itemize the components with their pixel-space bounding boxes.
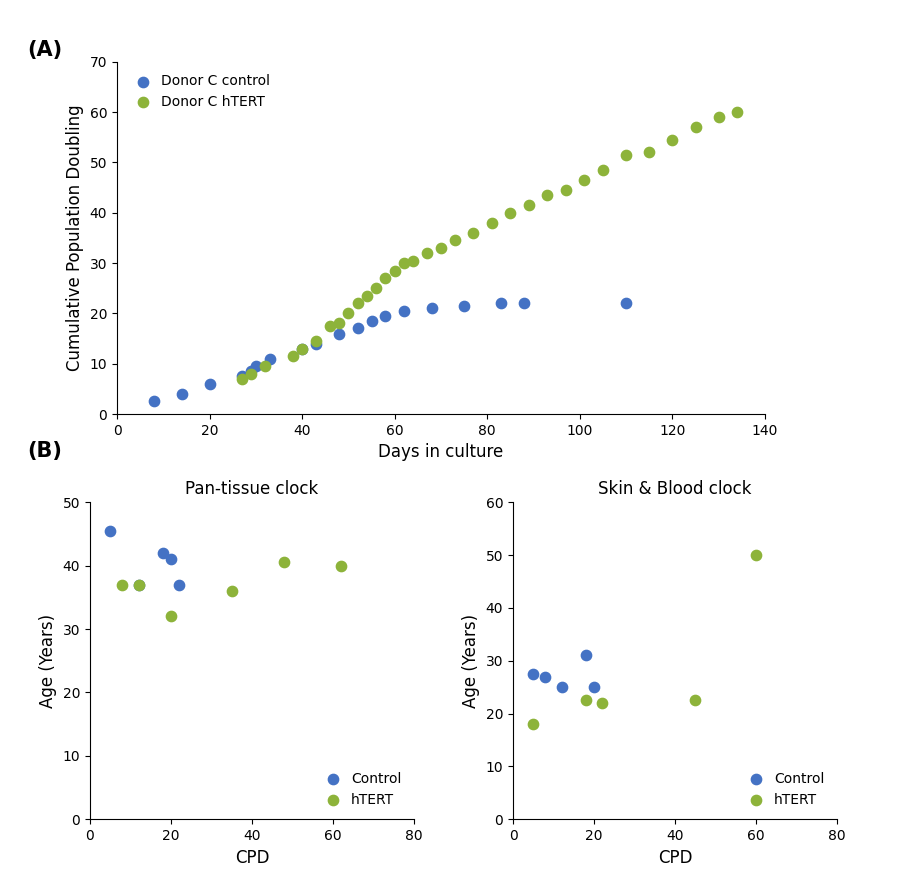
Donor C hTERT bbox=[397, 256, 411, 270]
hTERT bbox=[164, 610, 178, 624]
hTERT bbox=[115, 578, 130, 592]
Donor C hTERT bbox=[730, 105, 744, 119]
Donor C control bbox=[378, 309, 392, 323]
Donor C hTERT bbox=[712, 110, 726, 124]
Donor C control bbox=[248, 359, 263, 374]
X-axis label: CPD: CPD bbox=[235, 848, 269, 867]
Donor C hTERT bbox=[642, 145, 656, 159]
Donor C hTERT bbox=[258, 359, 273, 374]
Donor C hTERT bbox=[332, 316, 347, 330]
Donor C hTERT bbox=[309, 334, 323, 348]
Donor C hTERT bbox=[341, 307, 356, 321]
Donor C hTERT bbox=[295, 342, 310, 356]
Donor C control bbox=[425, 301, 439, 315]
hTERT bbox=[334, 559, 348, 573]
Donor C hTERT bbox=[360, 289, 374, 303]
Y-axis label: Age (Years): Age (Years) bbox=[39, 614, 57, 707]
hTERT bbox=[688, 693, 702, 707]
Donor C control bbox=[244, 364, 258, 378]
Text: (A): (A) bbox=[27, 40, 62, 60]
Donor C hTERT bbox=[522, 198, 536, 212]
Donor C hTERT bbox=[559, 183, 573, 197]
Donor C control bbox=[263, 352, 277, 366]
Control bbox=[164, 552, 178, 566]
Control bbox=[538, 670, 553, 684]
Donor C hTERT bbox=[596, 163, 610, 177]
hTERT bbox=[579, 693, 593, 707]
Text: (B): (B) bbox=[27, 440, 62, 461]
Control bbox=[554, 680, 569, 694]
Title: Pan-tissue clock: Pan-tissue clock bbox=[185, 480, 319, 498]
hTERT bbox=[225, 584, 239, 598]
Donor C hTERT bbox=[688, 120, 703, 134]
Title: Skin & Blood clock: Skin & Blood clock bbox=[598, 480, 752, 498]
Legend: Control, hTERT: Control, hTERT bbox=[736, 766, 830, 812]
Donor C hTERT bbox=[244, 366, 258, 381]
Control bbox=[579, 648, 593, 663]
Donor C hTERT bbox=[350, 296, 365, 310]
Donor C hTERT bbox=[285, 349, 300, 363]
Legend: Donor C control, Donor C hTERT: Donor C control, Donor C hTERT bbox=[124, 69, 276, 115]
Donor C hTERT bbox=[323, 319, 338, 333]
Donor C control bbox=[494, 296, 508, 310]
Y-axis label: Cumulative Population Doubling: Cumulative Population Doubling bbox=[66, 105, 84, 371]
Legend: Control, hTERT: Control, hTERT bbox=[313, 766, 407, 812]
Donor C hTERT bbox=[577, 173, 591, 187]
Donor C control bbox=[295, 342, 310, 356]
hTERT bbox=[526, 717, 540, 731]
X-axis label: CPD: CPD bbox=[658, 848, 692, 867]
Donor C hTERT bbox=[388, 263, 402, 278]
Control bbox=[526, 667, 540, 681]
Donor C control bbox=[397, 304, 411, 318]
Donor C hTERT bbox=[235, 372, 249, 386]
Donor C hTERT bbox=[540, 188, 554, 202]
Donor C control bbox=[147, 395, 161, 409]
Donor C control bbox=[332, 327, 347, 341]
Donor C hTERT bbox=[420, 246, 435, 260]
Donor C hTERT bbox=[447, 233, 462, 248]
Control bbox=[131, 578, 146, 592]
Y-axis label: Age (Years): Age (Years) bbox=[462, 614, 480, 707]
Donor C hTERT bbox=[466, 226, 481, 240]
Donor C control bbox=[619, 296, 634, 310]
Donor C control bbox=[202, 377, 217, 391]
Donor C control bbox=[175, 387, 189, 401]
Donor C hTERT bbox=[619, 148, 634, 162]
hTERT bbox=[749, 548, 763, 562]
Control bbox=[103, 523, 117, 537]
Donor C hTERT bbox=[665, 133, 680, 147]
Donor C hTERT bbox=[485, 216, 500, 230]
hTERT bbox=[277, 555, 292, 569]
Donor C control bbox=[518, 296, 532, 310]
Donor C hTERT bbox=[503, 205, 517, 219]
Donor C control bbox=[309, 337, 323, 351]
Donor C hTERT bbox=[434, 241, 448, 255]
X-axis label: Days in culture: Days in culture bbox=[378, 443, 504, 462]
hTERT bbox=[595, 696, 609, 710]
Donor C control bbox=[350, 322, 365, 336]
Control bbox=[172, 578, 186, 592]
Donor C control bbox=[457, 299, 472, 313]
Donor C control bbox=[364, 314, 379, 328]
hTERT bbox=[131, 578, 146, 592]
Donor C hTERT bbox=[369, 281, 383, 295]
Control bbox=[587, 680, 601, 694]
Donor C hTERT bbox=[378, 271, 392, 285]
Control bbox=[156, 546, 170, 560]
Donor C control bbox=[235, 369, 249, 383]
Donor C hTERT bbox=[406, 254, 420, 268]
